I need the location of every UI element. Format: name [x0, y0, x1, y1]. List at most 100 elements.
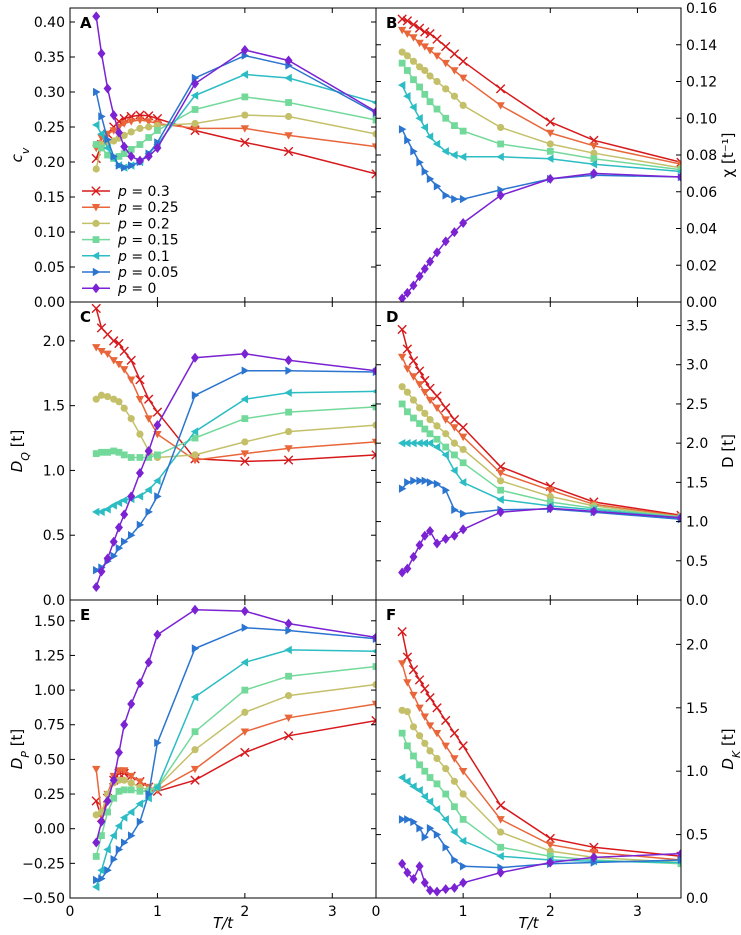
y-tick-label: 0.0 — [686, 593, 708, 609]
data-point — [676, 169, 681, 174]
data-point — [135, 778, 145, 786]
y-tick-label: 2.5 — [686, 397, 708, 413]
data-point — [459, 509, 468, 518]
data-point — [92, 165, 100, 173]
data-point — [135, 375, 145, 385]
data-point — [397, 438, 406, 448]
data-point — [153, 143, 162, 153]
data-point — [372, 632, 376, 643]
data-point — [449, 414, 460, 425]
data-point — [546, 487, 555, 495]
y-tick-label: 0.25 — [34, 120, 65, 136]
data-point — [409, 551, 418, 562]
data-point — [97, 866, 105, 875]
series-group — [91, 303, 376, 593]
data-point — [144, 794, 152, 803]
data-point — [404, 136, 412, 145]
data-point — [397, 324, 407, 335]
data-point — [416, 158, 424, 167]
data-point — [450, 530, 459, 541]
data-point — [144, 446, 153, 456]
data-point — [546, 498, 554, 506]
data-point — [97, 348, 106, 356]
data-point — [676, 157, 681, 168]
data-point — [589, 159, 598, 169]
data-point — [285, 408, 292, 416]
data-point — [120, 404, 128, 412]
data-point — [93, 566, 101, 575]
y-tick-label: 0.75 — [34, 718, 65, 734]
data-point — [420, 388, 429, 397]
data-point — [398, 729, 406, 737]
data-point — [590, 149, 598, 157]
data-point — [371, 450, 376, 460]
data-point — [426, 774, 434, 781]
data-point — [397, 14, 407, 24]
x-tick-label: 3 — [633, 904, 642, 920]
data-point — [409, 782, 417, 791]
data-point — [115, 153, 123, 160]
data-point — [371, 700, 376, 709]
data-point — [135, 678, 144, 689]
data-point — [240, 658, 249, 667]
data-point — [284, 645, 292, 655]
data-point — [403, 92, 411, 101]
data-point — [421, 832, 429, 842]
data-point — [497, 123, 505, 132]
data-point — [284, 445, 293, 453]
data-point — [120, 366, 129, 374]
data-point — [403, 563, 412, 574]
data-point — [145, 507, 153, 517]
x-tick-label: 1 — [459, 904, 468, 920]
data-point — [372, 365, 376, 376]
series-line-p=0.25 — [401, 29, 681, 165]
panel-letter: B — [386, 14, 397, 32]
data-point — [190, 692, 199, 702]
data-point — [136, 124, 144, 132]
data-point — [450, 92, 459, 100]
data-point — [135, 155, 144, 166]
data-point — [409, 396, 418, 404]
data-point — [104, 151, 111, 159]
data-point — [442, 114, 450, 122]
legend-label: p = 0.05 — [117, 265, 179, 281]
y-tick-label: 1.5 — [686, 475, 708, 491]
data-point — [451, 855, 459, 865]
data-point — [459, 459, 467, 467]
data-point — [285, 366, 293, 375]
data-point — [442, 765, 450, 773]
series-group — [397, 14, 681, 302]
data-point — [451, 505, 459, 515]
data-point — [496, 495, 504, 504]
data-point — [441, 416, 450, 424]
data-point — [459, 815, 467, 823]
data-point — [450, 827, 458, 837]
data-point — [677, 172, 681, 183]
data-point — [371, 715, 376, 726]
data-point — [97, 566, 106, 577]
data-point — [409, 723, 418, 731]
data-point — [495, 84, 506, 94]
data-point — [420, 713, 429, 721]
data-point — [92, 120, 100, 130]
data-point — [135, 116, 145, 125]
data-point — [426, 416, 434, 424]
data-point — [497, 828, 505, 836]
data-point — [403, 388, 411, 396]
data-point — [458, 836, 467, 846]
data-point — [546, 852, 554, 860]
data-point — [421, 167, 429, 176]
data-point — [120, 496, 128, 505]
data-point — [240, 137, 250, 148]
x-tick-label: 2 — [546, 904, 555, 920]
data-point — [240, 450, 250, 458]
y-tick-label: 0.35 — [34, 50, 65, 66]
data-point — [589, 506, 598, 517]
data-point — [241, 438, 249, 446]
data-point — [426, 824, 435, 833]
data-point — [450, 67, 459, 75]
data-point — [441, 450, 449, 460]
series-line-p=0.25 — [95, 346, 376, 461]
data-point — [114, 360, 124, 369]
data-point — [442, 443, 450, 451]
